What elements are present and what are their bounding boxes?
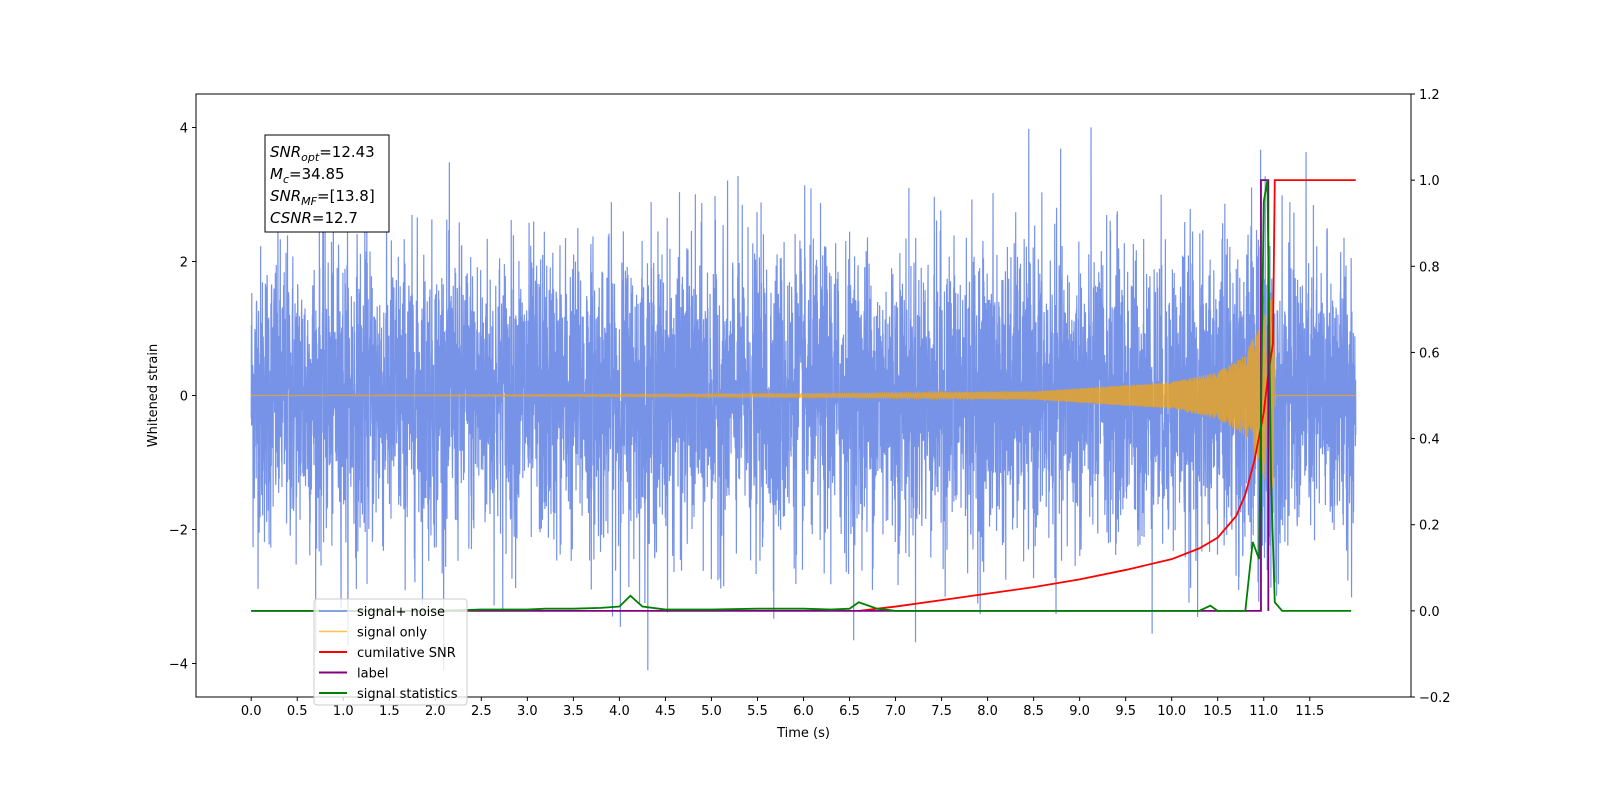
x-tick-label: 6.0 <box>793 704 814 719</box>
y-tick-label: 4 <box>180 122 188 137</box>
annotation-line: CSNR=12.7 <box>270 209 358 227</box>
x-tick-label: 7.5 <box>931 704 952 719</box>
x-tick-label: 6.5 <box>839 704 860 719</box>
y-tick-label: 0 <box>180 390 188 405</box>
y2-tick-label: 0.2 <box>1419 519 1440 534</box>
annotation-line: Mc=34.85 <box>270 165 345 186</box>
y2-tick-label: 0.0 <box>1419 605 1440 620</box>
legend-entry: cumilative SNR <box>357 646 456 661</box>
y2-tick-label: −0.2 <box>1419 691 1451 706</box>
legend-entry: label <box>357 667 388 682</box>
annotation-line: SNRMF=[13.8] <box>270 187 375 208</box>
y-axis-right: −0.2 0.0 0.2 0.4 0.6 0.8 1.0 1.2 <box>1411 88 1451 706</box>
annotation-frame <box>264 134 390 233</box>
annotation-box: SNRopt=12.43Mc=34.85SNRMF=[13.8]CSNR=12.… <box>264 134 390 233</box>
y-axis-label: Whitened strain <box>146 344 161 447</box>
x-tick-label: 0.5 <box>287 704 308 719</box>
x-tick-label: 7.0 <box>885 704 906 719</box>
legend-entry: signal+ noise <box>357 605 445 620</box>
y2-tick-label: 1.0 <box>1419 174 1440 189</box>
series-signal-statistics-line <box>251 179 1352 612</box>
legend-entry: signal statistics <box>357 687 458 702</box>
y-tick-label: −2 <box>169 524 188 539</box>
y2-tick-label: 0.8 <box>1419 260 1440 275</box>
x-tick-label: 2.5 <box>471 704 492 719</box>
y2-tick-label: 0.4 <box>1419 433 1440 448</box>
x-tick-label: 5.5 <box>747 704 768 719</box>
legend-frame <box>313 598 468 706</box>
x-axis: 0.0 0.5 1.0 1.5 2.0 2.5 3.0 3.5 4.0 4.5 5.0 5.5 6.0 6… <box>241 697 1324 719</box>
series-cumilative-snr-line <box>858 179 1356 612</box>
y-tick-label: −4 <box>169 658 188 673</box>
x-tick-label: 1.5 <box>379 704 400 719</box>
x-tick-label: 2.0 <box>425 704 446 719</box>
plot-area <box>250 127 1357 671</box>
x-tick-label: 10.0 <box>1157 704 1186 719</box>
annotation-line: SNRopt=12.43 <box>270 143 375 164</box>
x-tick-label: 1.0 <box>333 704 354 719</box>
x-tick-label: 9.5 <box>1115 704 1136 719</box>
x-tick-label: 3.5 <box>563 704 584 719</box>
y2-tick-label: 0.6 <box>1419 346 1440 361</box>
x-tick-label: 4.5 <box>655 704 676 719</box>
x-axis-label: Time (s) <box>776 726 830 741</box>
legend-entry: signal only <box>357 626 427 641</box>
x-tick-label: 11.0 <box>1249 704 1278 719</box>
x-tick-label: 9.0 <box>1069 704 1090 719</box>
y-tick-label: 2 <box>180 256 188 271</box>
y2-tick-label: 1.2 <box>1419 88 1440 103</box>
x-tick-label: 8.0 <box>977 704 998 719</box>
legend: signal+ noise signal only cumilative SNR la… <box>313 598 468 706</box>
x-tick-label: 8.5 <box>1023 704 1044 719</box>
x-tick-label: 11.5 <box>1295 704 1324 719</box>
x-tick-label: 5.0 <box>701 704 722 719</box>
series-signal-only-line <box>251 295 1356 491</box>
x-tick-label: 3.0 <box>517 704 538 719</box>
x-tick-label: 0.0 <box>241 704 262 719</box>
x-tick-label: 10.5 <box>1203 704 1232 719</box>
y-axis-left: −4 −2 0 2 4 <box>169 122 196 673</box>
x-tick-label: 4.0 <box>609 704 630 719</box>
